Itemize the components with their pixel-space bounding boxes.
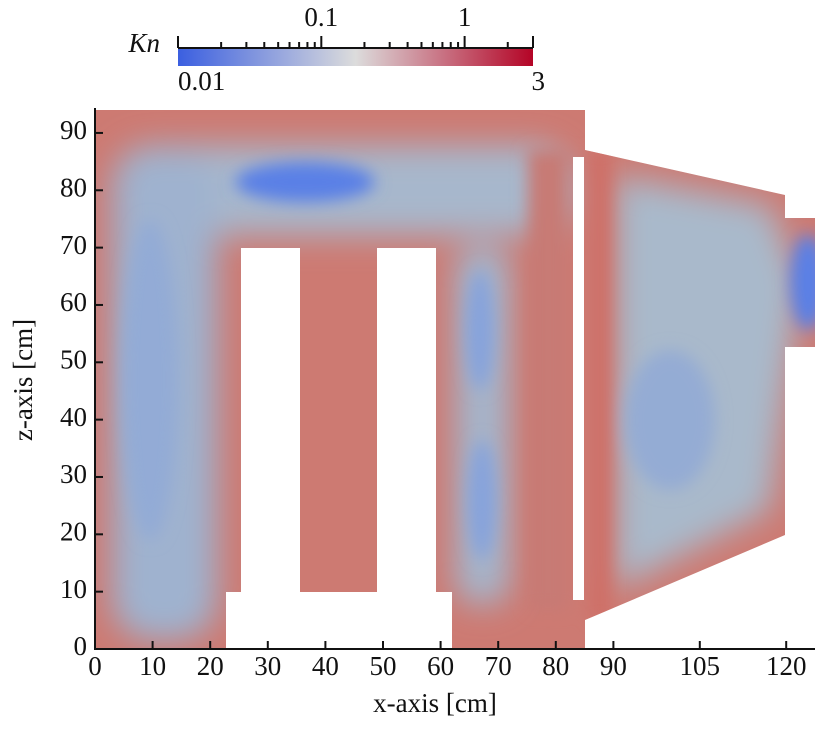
x-tick-label: 40: [312, 651, 339, 681]
field: [95, 110, 815, 649]
x-tick-label: 10: [139, 651, 166, 681]
y-tick-label: 40: [60, 402, 87, 432]
x-tick-label: 70: [485, 651, 512, 681]
colorbar-tick-label: 3: [532, 66, 546, 96]
y-tick-label: 10: [60, 574, 87, 604]
x-tick-label: 80: [542, 651, 569, 681]
y-tick-label: 0: [74, 631, 88, 661]
x-tick-label: 120: [766, 651, 807, 681]
colorbar-tick-label: 0.01: [178, 66, 225, 96]
y-tick-label: 50: [60, 345, 87, 375]
colorbar-label: Kn: [127, 28, 160, 58]
y-tick-label: 60: [60, 287, 87, 317]
x-tick-label: 50: [370, 651, 397, 681]
obstacles: [226, 157, 584, 650]
x-tick-label: 30: [254, 651, 281, 681]
y-tick-label: 30: [60, 459, 87, 489]
colorbar-tick-label: 1: [458, 2, 472, 32]
x-tick-label: 90: [600, 651, 627, 681]
colorbar: [178, 48, 533, 66]
y-tick-label: 20: [60, 517, 87, 547]
x-tick-label: 0: [88, 651, 102, 681]
x-tick-label: 60: [427, 651, 454, 681]
y-tick-label: 70: [60, 230, 87, 260]
y-tick-label: 90: [60, 115, 87, 145]
colorbar-tick-label: 0.1: [304, 2, 338, 32]
x-tick-label: 105: [680, 651, 721, 681]
x-axis-label: x-axis [cm]: [373, 688, 497, 718]
y-tick-label: 80: [60, 172, 87, 202]
y-axis-label: z-axis [cm]: [8, 319, 38, 441]
x-tick-label: 20: [197, 651, 224, 681]
